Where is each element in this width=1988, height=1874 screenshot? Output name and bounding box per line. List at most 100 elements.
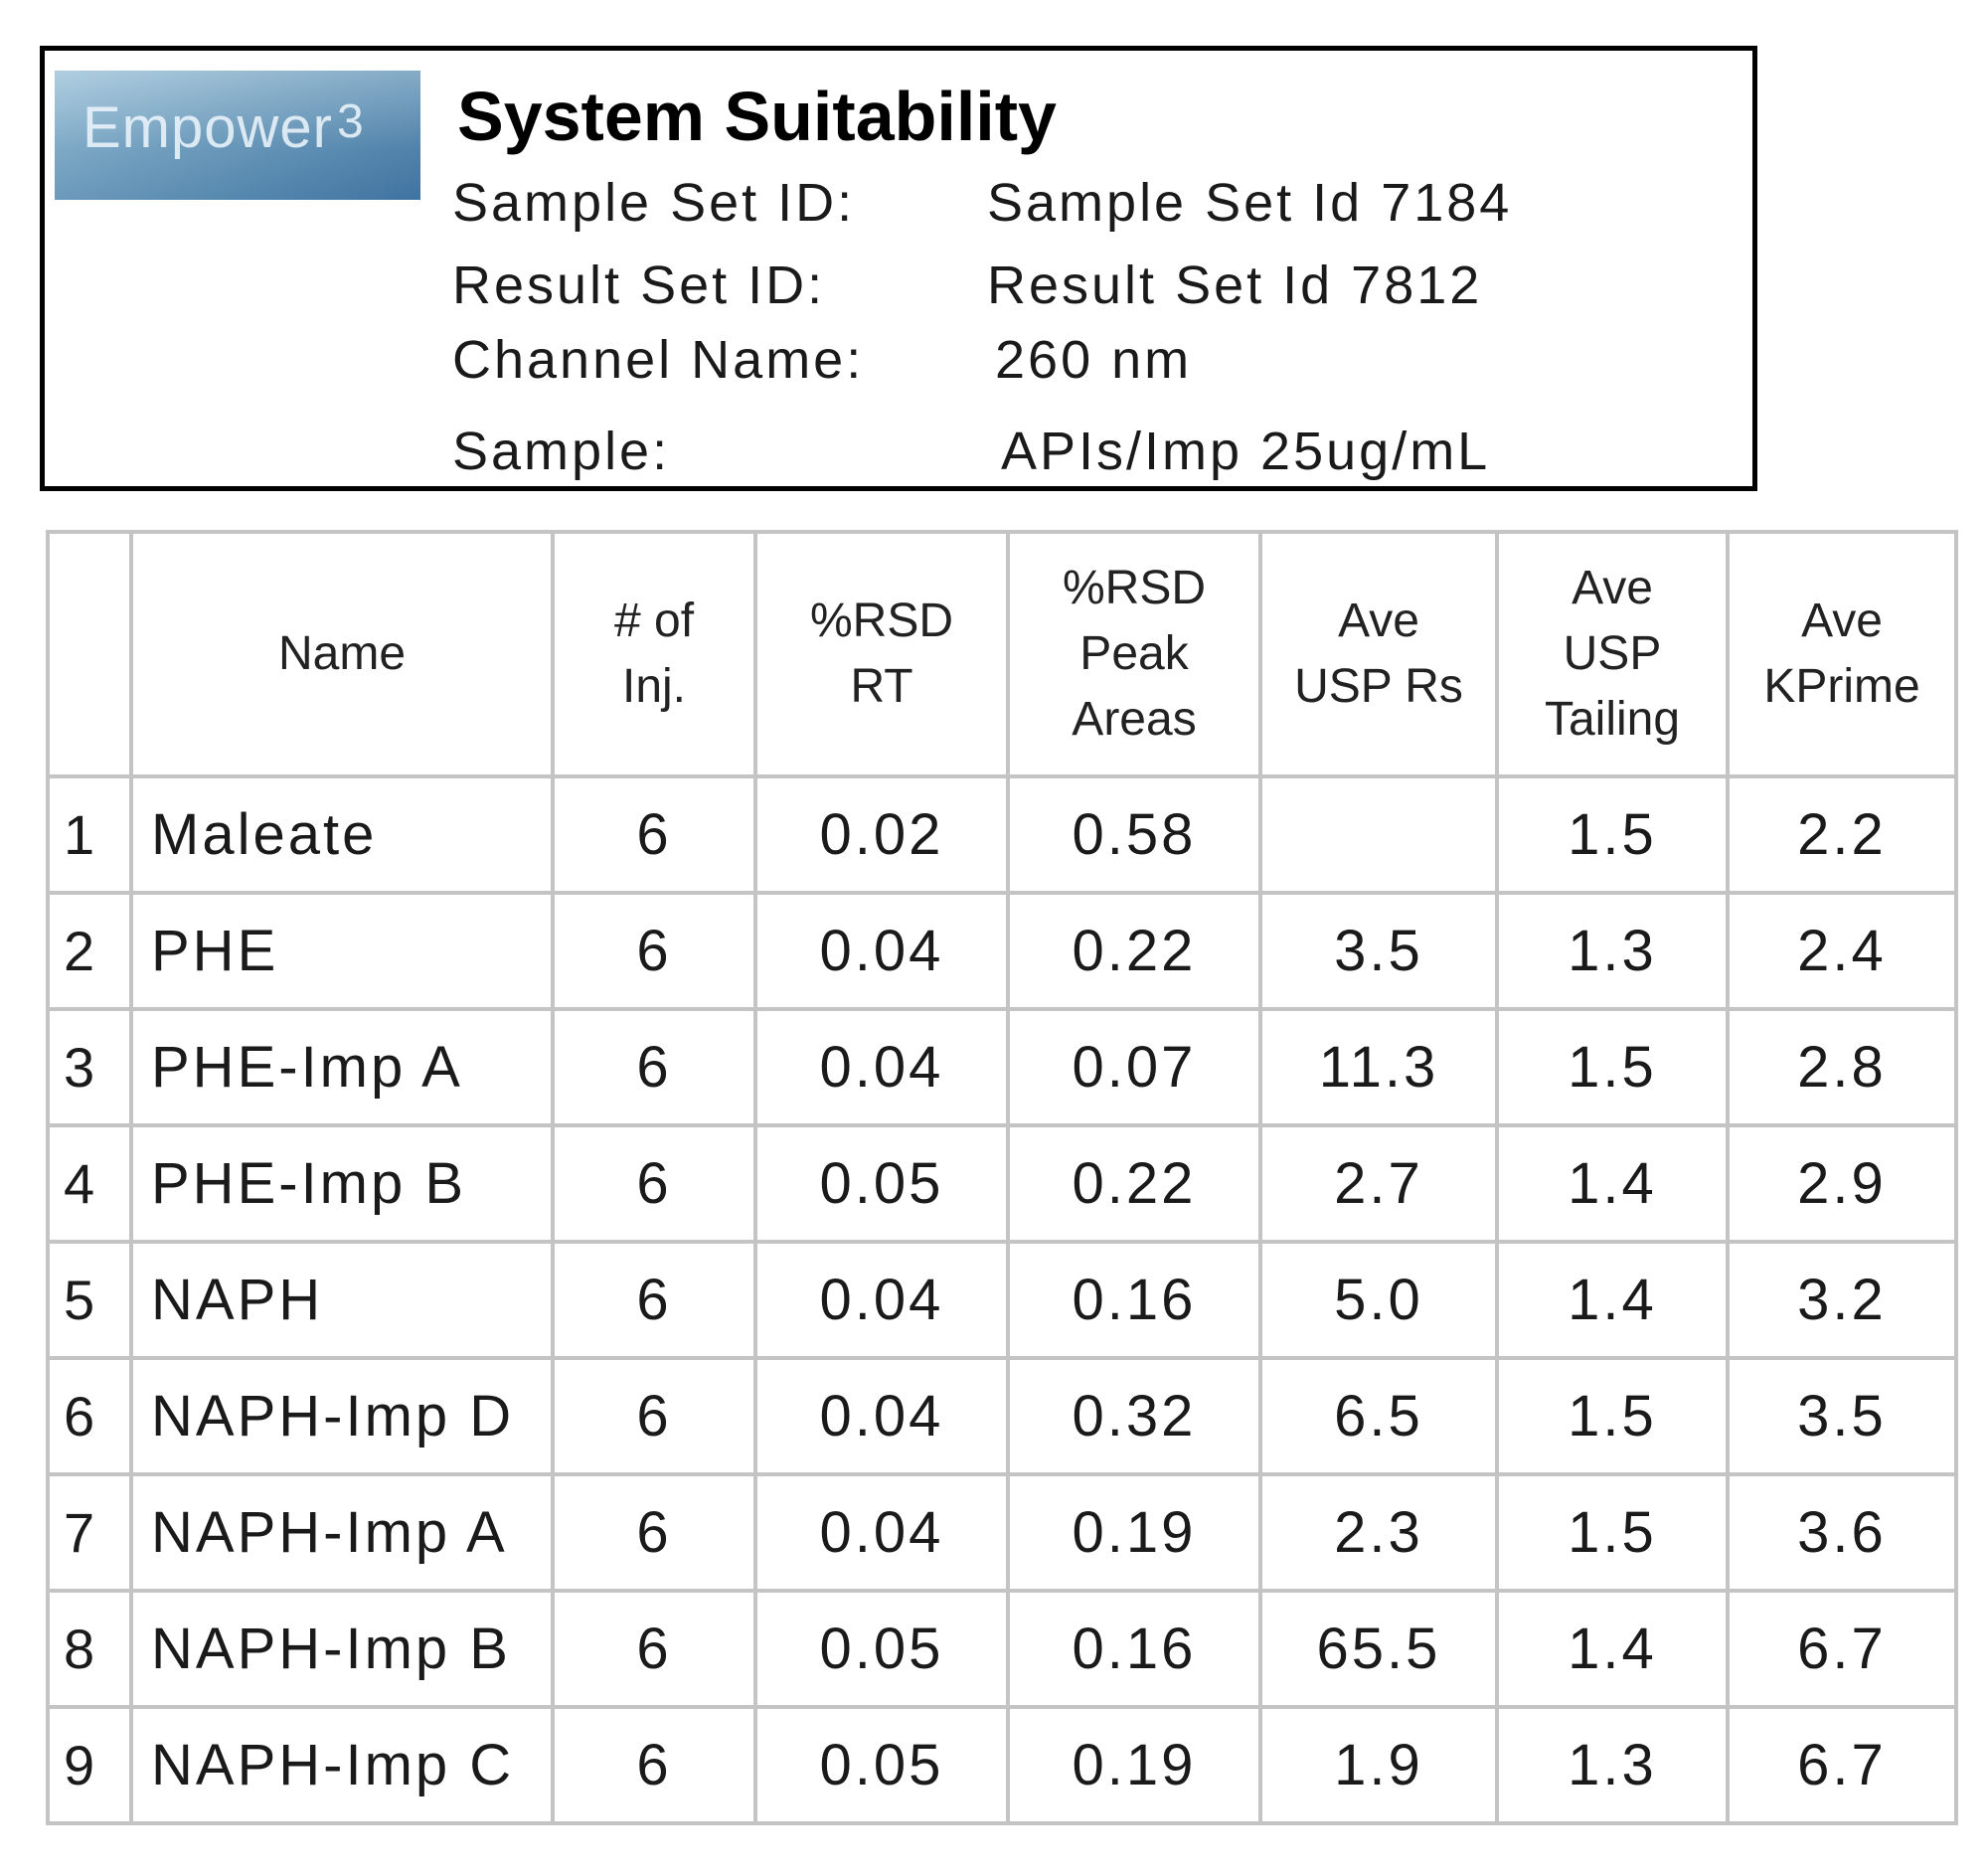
column-header-inj: # of Inj.	[551, 530, 757, 778]
cell-rsd_rt: 0.04	[753, 891, 1010, 1011]
cell-rsd_rt: 0.04	[753, 1356, 1010, 1476]
cell-rsd_rt: 0.05	[753, 1123, 1010, 1244]
column-header-tailing: Ave USP Tailing	[1495, 530, 1730, 778]
table-row: 8 NAPH-Imp B 6 0.05 0.16 65.5 1.4 6.7	[46, 1589, 1958, 1709]
cell-idx: 4	[46, 1123, 133, 1244]
cell-rs: 11.3	[1258, 1007, 1499, 1127]
cell-tailing: 1.5	[1495, 1007, 1730, 1127]
cell-rsd_area: 0.58	[1006, 774, 1262, 895]
cell-rsd_area: 0.16	[1006, 1589, 1262, 1709]
column-header-line: Ave	[1338, 595, 1419, 647]
cell-rs: 3.5	[1258, 891, 1499, 1011]
cell-name: Maleate	[129, 774, 555, 895]
cell-rsd_area: 0.19	[1006, 1472, 1262, 1593]
column-header-line: Tailing	[1544, 693, 1681, 746]
column-header-line: Ave	[1801, 595, 1883, 647]
column-header-rs: Ave USP Rs	[1258, 530, 1499, 778]
cell-rsd_rt: 0.04	[753, 1472, 1010, 1593]
cell-rsd_area: 0.22	[1006, 1123, 1262, 1244]
cell-kprime: 2.2	[1726, 774, 1958, 895]
sample-label: Sample:	[452, 422, 671, 481]
cell-name: PHE	[129, 891, 555, 1011]
result-set-id-value: Result Set Id 7812	[987, 256, 1483, 315]
cell-tailing: 1.3	[1495, 1705, 1730, 1825]
table-row: 1 Maleate 6 0.02 0.58 1.5 2.2	[46, 774, 1958, 895]
cell-inj: 6	[551, 1123, 757, 1244]
column-header-line: KPrime	[1763, 660, 1920, 713]
cell-kprime: 2.4	[1726, 891, 1958, 1011]
cell-tailing: 1.5	[1495, 1472, 1730, 1593]
cell-rsd_rt: 0.05	[753, 1705, 1010, 1825]
column-header-line: USP Rs	[1294, 660, 1463, 713]
cell-idx: 6	[46, 1356, 133, 1476]
table-row: 7 NAPH-Imp A 6 0.04 0.19 2.3 1.5 3.6	[46, 1472, 1958, 1593]
cell-rsd_area: 0.19	[1006, 1705, 1262, 1825]
column-header-kprime: Ave KPrime	[1726, 530, 1958, 778]
cell-inj: 6	[551, 774, 757, 895]
sample-value: APIs/Imp 25ug/mL	[1001, 422, 1491, 481]
cell-name: PHE-Imp A	[129, 1007, 555, 1127]
cell-idx: 2	[46, 891, 133, 1011]
cell-inj: 6	[551, 1007, 757, 1127]
sample-set-id-label: Sample Set ID:	[452, 173, 856, 233]
cell-rsd_rt: 0.04	[753, 1240, 1010, 1360]
table-body: 1 Maleate 6 0.02 0.58 1.5 2.2 2 PHE 6 0.04 0.22 3.5 1…	[46, 774, 1958, 1825]
cell-idx: 7	[46, 1472, 133, 1593]
system-suitability-table: Name # of Inj. %RSD RT %RSD Peak Areas Ave USP Rs…	[46, 530, 1958, 1825]
column-header-rsd_area: %RSD Peak Areas	[1006, 530, 1262, 778]
result-set-id-label: Result Set ID:	[452, 256, 826, 315]
table-row: 5 NAPH 6 0.04 0.16 5.0 1.4 3.2	[46, 1240, 1958, 1360]
cell-kprime: 3.6	[1726, 1472, 1958, 1593]
cell-idx: 3	[46, 1007, 133, 1127]
cell-rs: 2.3	[1258, 1472, 1499, 1593]
cell-kprime: 2.9	[1726, 1123, 1958, 1244]
column-header-line: Peak	[1079, 627, 1189, 680]
column-header-line: %RSD	[809, 595, 954, 647]
cell-rs	[1258, 774, 1499, 895]
cell-tailing: 1.5	[1495, 1356, 1730, 1476]
column-header-line: # of	[613, 595, 695, 647]
cell-name: NAPH	[129, 1240, 555, 1360]
table-row: 2 PHE 6 0.04 0.22 3.5 1.3 2.4	[46, 891, 1958, 1011]
cell-inj: 6	[551, 1240, 757, 1360]
column-header-line: USP	[1563, 627, 1662, 680]
cell-rs: 5.0	[1258, 1240, 1499, 1360]
cell-name: NAPH-Imp A	[129, 1472, 555, 1593]
cell-tailing: 1.3	[1495, 891, 1730, 1011]
column-header-line: Ave	[1572, 562, 1653, 614]
table-row: 3 PHE-Imp A 6 0.04 0.07 11.3 1.5 2.8	[46, 1007, 1958, 1127]
sample-set-id-value: Sample Set Id 7184	[987, 173, 1513, 233]
cell-inj: 6	[551, 891, 757, 1011]
cell-tailing: 1.4	[1495, 1123, 1730, 1244]
cell-rsd_area: 0.16	[1006, 1240, 1262, 1360]
cell-rsd_area: 0.07	[1006, 1007, 1262, 1127]
column-header-line: Areas	[1072, 693, 1197, 746]
cell-kprime: 3.5	[1726, 1356, 1958, 1476]
column-header-line: %RSD	[1062, 562, 1207, 614]
cell-name: NAPH-Imp D	[129, 1356, 555, 1476]
page-title: System Suitability	[457, 78, 1057, 155]
cell-rsd_rt: 0.05	[753, 1589, 1010, 1709]
cell-rsd_rt: 0.04	[753, 1007, 1010, 1127]
cell-tailing: 1.4	[1495, 1589, 1730, 1709]
cell-inj: 6	[551, 1705, 757, 1825]
cell-rsd_area: 0.32	[1006, 1356, 1262, 1476]
column-header-line: Name	[277, 627, 407, 680]
report-header: Empower3 System Suitability Sample Set I…	[40, 46, 1757, 491]
cell-kprime: 3.2	[1726, 1240, 1958, 1360]
cell-rs: 2.7	[1258, 1123, 1499, 1244]
channel-name-label: Channel Name:	[452, 330, 865, 390]
cell-rs: 1.9	[1258, 1705, 1499, 1825]
cell-name: NAPH-Imp C	[129, 1705, 555, 1825]
cell-inj: 6	[551, 1356, 757, 1476]
channel-name-value: 260 nm	[995, 330, 1193, 390]
column-header-rsd_rt: %RSD RT	[753, 530, 1010, 778]
cell-idx: 8	[46, 1589, 133, 1709]
cell-tailing: 1.4	[1495, 1240, 1730, 1360]
cell-inj: 6	[551, 1589, 757, 1709]
cell-inj: 6	[551, 1472, 757, 1593]
table-row: 4 PHE-Imp B 6 0.05 0.22 2.7 1.4 2.9	[46, 1123, 1958, 1244]
cell-idx: 9	[46, 1705, 133, 1825]
table-header-row: Name # of Inj. %RSD RT %RSD Peak Areas Ave USP Rs…	[46, 530, 1958, 778]
cell-idx: 5	[46, 1240, 133, 1360]
